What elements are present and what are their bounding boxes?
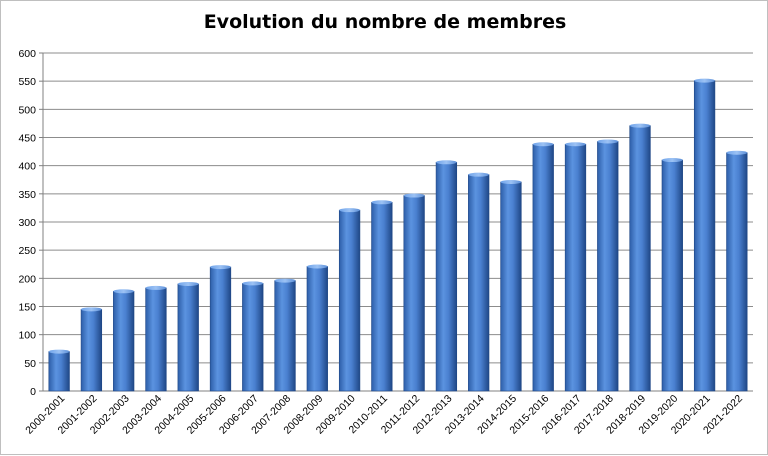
bar-top [339,208,360,213]
bar [564,143,587,392]
bar-top [306,264,328,269]
y-tick-label: 500 [18,104,36,116]
bar [48,351,70,392]
y-tick-label: 50 [24,358,36,370]
bar [80,309,103,392]
y-tick-label: 150 [18,302,36,314]
bar-top [597,139,619,144]
bar-top [81,307,102,312]
bar-top [468,172,490,177]
bar-top [371,200,393,205]
bar [209,266,232,392]
bar [468,174,490,392]
bar-top [210,265,231,270]
y-tick-label: 550 [18,76,36,88]
bar-top [694,78,715,83]
y-tick-label: 350 [18,189,36,201]
y-tick-label: 0 [30,386,36,398]
bar [177,283,199,392]
chart-title: Evolution du nombre de membres [203,11,567,33]
bar-top [661,158,683,163]
bar-top [113,289,135,294]
bar [274,280,296,392]
y-tick-label: 100 [18,330,36,342]
y-tick-label: 400 [18,161,36,173]
bars [48,78,748,392]
bar-top [532,142,554,147]
bar-top [48,349,70,354]
bar [371,201,393,392]
bar [726,152,748,392]
bar [113,290,135,392]
bar-top [145,285,167,290]
bar-top [242,281,264,286]
y-tick-label: 450 [18,133,36,145]
bar-top [403,193,425,198]
y-tick-label: 300 [18,217,36,229]
bar [629,125,651,392]
x-axis-ticks: 2000-20012001-20022002-20032003-20042004… [23,393,745,437]
bar [306,266,328,392]
bar-top [177,281,199,286]
bar [532,143,554,392]
bar-top [565,142,586,147]
bar [661,159,683,392]
y-tick-label: 250 [18,245,36,257]
bar [500,181,522,392]
bar-top [726,150,748,155]
bar [242,283,264,392]
y-axis-ticks: 0 50 100 150 200 250 300 350 400 450 500 550 600 [18,48,44,398]
bar [597,141,619,392]
bar [435,161,458,392]
bar-top [274,278,296,283]
bar [693,80,716,392]
bar-top [629,123,651,128]
bar [145,287,167,392]
bar-top [500,180,522,185]
bar [403,195,425,392]
y-tick-label: 600 [18,48,36,60]
bar-top [436,160,457,165]
y-tick-label: 200 [18,273,36,285]
bar [338,209,361,392]
